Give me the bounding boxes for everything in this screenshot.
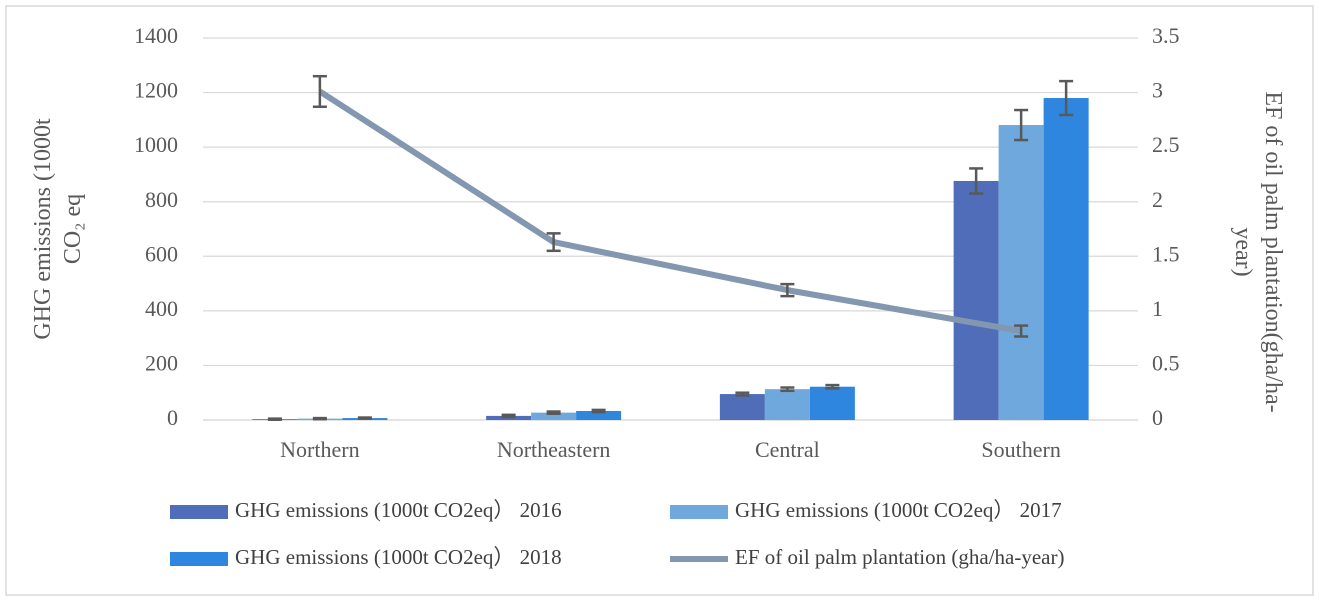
- y-axis-title: GHG emissions (1000t CO₂ eq: [30, 118, 86, 340]
- y2-tick-label: 2.5: [1152, 132, 1180, 157]
- legend-swatch: [670, 505, 728, 519]
- y-tick-label: 1400: [134, 23, 178, 48]
- y-tick-label: 600: [145, 241, 178, 266]
- y-tick-label: 200: [145, 350, 178, 375]
- y-axis-title-line: CO₂ eq: [60, 194, 86, 264]
- legend-item: GHG emissions (1000t CO2eq） 2016: [170, 498, 562, 522]
- bar: [1043, 98, 1089, 421]
- bar: [998, 125, 1044, 420]
- y-tick-label: 400: [145, 296, 178, 321]
- x-tick-label: Southern: [981, 437, 1060, 462]
- y-tick-label: 1200: [134, 78, 178, 103]
- bar: [531, 412, 577, 420]
- y2-tick-label: 3.5: [1152, 23, 1180, 48]
- x-tick-label: Northern: [280, 437, 359, 462]
- error-bar: [780, 386, 795, 393]
- y2-tick-label: 0: [1152, 405, 1163, 430]
- legend-label: GHG emissions (1000t CO2eq） 2017: [735, 498, 1062, 522]
- legend-label: EF of oil palm plantation (gha/ha-year): [735, 545, 1064, 569]
- error-bar: [591, 408, 606, 414]
- error-bar: [312, 74, 327, 109]
- bar: [764, 389, 810, 420]
- error-bar: [267, 417, 282, 421]
- error-bar: [735, 391, 750, 397]
- legend-label: GHG emissions (1000t CO2eq） 2018: [235, 545, 562, 569]
- chart-frame: [5, 5, 1314, 596]
- y2-tick-label: 1.5: [1152, 241, 1180, 266]
- error-bar: [312, 416, 327, 421]
- y-axis-title-line: GHG emissions (1000t: [30, 118, 56, 340]
- legend-item: GHG emissions (1000t CO2eq） 2018: [170, 545, 562, 569]
- error-bar: [825, 383, 840, 390]
- error-bar: [357, 416, 372, 420]
- y2-axis-title-line: year): [1230, 227, 1256, 276]
- line: [318, 88, 1022, 335]
- y2-axis-title: EF of oil palm plantation(gha/ha-year): [1230, 91, 1286, 412]
- legend-item: GHG emissions (1000t CO2eq） 2017: [670, 498, 1062, 522]
- error-bar: [501, 413, 516, 419]
- y-tick-label: 1000: [134, 132, 178, 157]
- legend-swatch: [170, 552, 228, 566]
- legend-label: GHG emissions (1000t CO2eq） 2016: [235, 498, 562, 522]
- error-bar: [546, 232, 561, 253]
- error-bar: [1014, 324, 1029, 338]
- y2-tick-label: 2: [1152, 187, 1163, 212]
- error-bar: [969, 167, 984, 195]
- y-tick-label: 800: [145, 187, 178, 212]
- y-tick-label: 0: [167, 405, 178, 430]
- bar: [809, 386, 855, 420]
- x-tick-label: Northeastern: [497, 437, 611, 462]
- bar: [576, 410, 622, 420]
- legend-swatch: [170, 505, 228, 519]
- y2-tick-label: 1: [1152, 296, 1163, 321]
- y2-axis-title-line: EF of oil palm plantation(gha/ha-: [1260, 91, 1286, 412]
- error-bar: [1014, 108, 1029, 142]
- y2-tick-label: 0.5: [1152, 350, 1180, 375]
- x-tick-label: Central: [755, 437, 820, 462]
- bar: [719, 394, 765, 420]
- bar: [953, 180, 999, 420]
- error-bar: [780, 282, 795, 298]
- error-bar: [1059, 79, 1074, 117]
- error-bar: [546, 410, 561, 415]
- legend-item: EF of oil palm plantation (gha/ha-year): [670, 545, 1064, 569]
- y2-tick-label: 3: [1152, 78, 1163, 103]
